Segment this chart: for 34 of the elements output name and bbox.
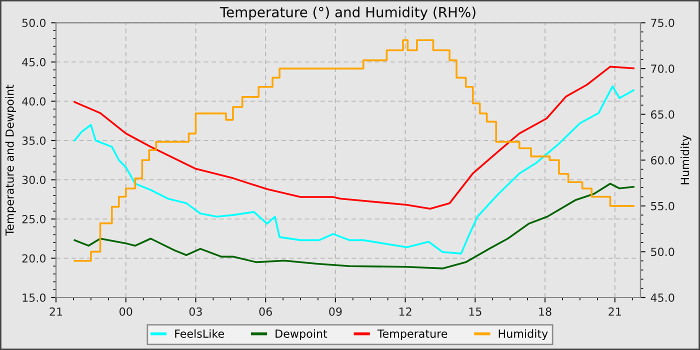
- y2-tick-label: 55.0: [651, 202, 674, 210]
- y-axis-title: Temperature and Dewpoint: [5, 84, 16, 236]
- line-series: [74, 66, 634, 210]
- y-tick-label: 30.0: [22, 176, 46, 184]
- x-tick-label: 21: [608, 307, 621, 316]
- x-tick-label: 18: [539, 307, 552, 316]
- y-tick-label: 25.0: [22, 214, 46, 224]
- chart-title: Temperature (°) and Humidity (RH%): [220, 6, 476, 20]
- x-tick-label: 00: [120, 307, 132, 316]
- y-tick-label: 40.0: [22, 97, 46, 106]
- x-tick-label: 21: [50, 307, 62, 316]
- y2-tick-label: 45.0: [650, 293, 674, 302]
- x-tick-label: 12: [399, 307, 412, 316]
- y2-tick-label: 50.0: [651, 248, 674, 256]
- x-tick-label: 06: [259, 307, 272, 316]
- legend-label: Temperature: [377, 330, 448, 340]
- y2-tick-label: 60.0: [651, 156, 674, 165]
- line-series: [74, 85, 634, 254]
- x-tick-label: 03: [189, 307, 202, 316]
- y-tick-label: 20.0: [22, 254, 46, 263]
- legend-label: FeelsLike: [175, 329, 224, 338]
- y2-axis-title: Humidity: [680, 135, 692, 184]
- x-tick-label: 15: [469, 308, 482, 316]
- legend-label: Dewpoint: [276, 329, 328, 340]
- y2-tick-label: 75.0: [651, 18, 674, 28]
- y2-tick-label: 70.0: [651, 64, 674, 73]
- line-series: [74, 182, 634, 270]
- y-tick-label: 50.0: [22, 18, 46, 28]
- x-tick-label: 09: [329, 307, 342, 316]
- y-tick-label: 35.0: [22, 136, 46, 145]
- y2-tick-label: 65.0: [651, 110, 674, 119]
- legend-label: Humidity: [498, 329, 548, 340]
- y-tick-label: 45.0: [22, 58, 46, 66]
- y-tick-label: 15.0: [22, 293, 46, 302]
